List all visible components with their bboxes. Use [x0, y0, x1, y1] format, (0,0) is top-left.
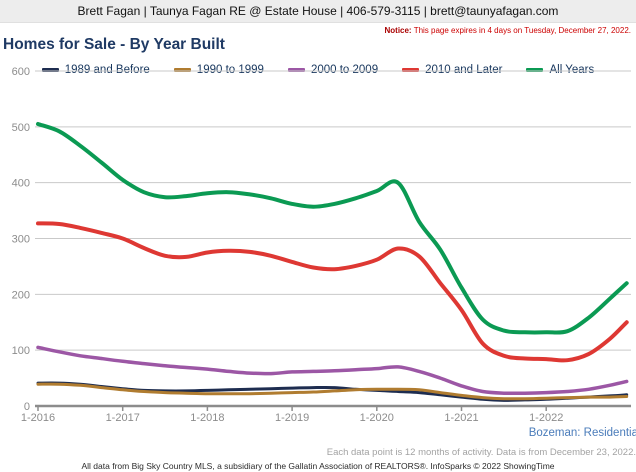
legend-label: All Years: [549, 64, 595, 76]
expiry-notice-text: This page expires in 4 days on Tuesday, …: [413, 26, 631, 35]
expiry-notice: Notice: This page expires in 4 days on T…: [384, 26, 631, 35]
page-title: Homes for Sale - By Year Built: [3, 36, 225, 53]
x-axis-label-1-2017: 1-2017: [106, 412, 140, 424]
y-axis-label-200: 200: [12, 289, 30, 301]
expiry-notice-label: Notice:: [384, 26, 412, 35]
legend-swatch-all-years: [526, 67, 544, 73]
legend-item-all-years: All Years: [526, 64, 594, 76]
y-axis-label-0: 0: [24, 401, 30, 413]
legend-label: 2010 and Later: [425, 64, 503, 76]
legend-label: 1989 and Before: [64, 64, 150, 76]
series-line-1990-to-1999: [36, 382, 629, 401]
y-axis-label-100: 100: [12, 345, 30, 357]
legend-label: 1990 to 1999: [196, 64, 264, 76]
x-axis-label-1-2019: 1-2019: [275, 412, 309, 424]
legend-swatch-1989-and-before: [41, 67, 59, 73]
data-note: Each data point is 12 months of activity…: [326, 447, 636, 458]
x-axis-label-1-2020: 1-2020: [360, 412, 394, 424]
x-axis-label-1-2021: 1-2021: [444, 412, 478, 424]
attribution-note: All data from Big Sky Country MLS, a sub…: [81, 461, 555, 471]
chart-legend: 1989 and Before 1990 to 1999 2000 to 2009 2…: [0, 62, 636, 78]
y-axis-label-600: 600: [12, 66, 30, 78]
x-axis-label-1-2018: 1-2018: [190, 412, 224, 424]
series-line-2010-and-later: [36, 221, 629, 363]
legend-swatch-2000-to-2009: [287, 67, 305, 73]
legend-label: 2000 to 2009: [310, 64, 379, 76]
contact-header: Brett Fagan | Taunya Fagan RE @ Estate H…: [0, 0, 636, 23]
y-axis-label-400: 400: [12, 178, 30, 190]
y-axis-label-500: 500: [12, 122, 30, 134]
legend-item-2010-and-later: 2010 and Later: [402, 64, 502, 76]
x-axis-label-1-2022: 1-2022: [529, 412, 563, 424]
legend-item-1989-and-before: 1989 and Before: [41, 64, 150, 76]
legend-item-2000-to-2009: 2000 to 2009: [287, 64, 379, 76]
series-line-all-years: [36, 122, 629, 335]
legend-swatch-2010-and-later: [402, 67, 420, 73]
legend-item-1990-to-1999: 1990 to 1999: [173, 64, 264, 76]
y-axis-label-300: 300: [12, 234, 30, 246]
legend-swatch-1990-to-1999: [173, 67, 191, 73]
x-axis-label-1-2016: 1-2016: [21, 412, 55, 424]
series-line-2000-to-2009: [36, 345, 629, 396]
market-label: Bozeman: Residentia: [528, 427, 636, 439]
contact-header-text: Brett Fagan | Taunya Fagan RE @ Estate H…: [77, 4, 559, 18]
